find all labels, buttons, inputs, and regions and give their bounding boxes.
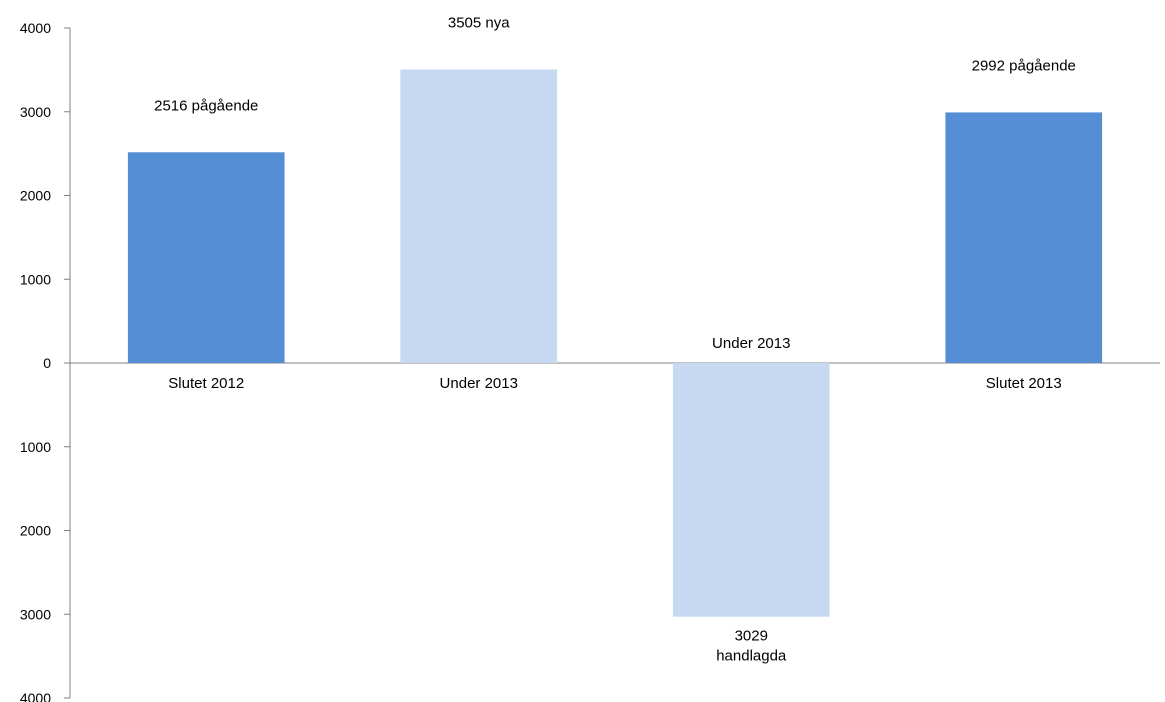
y-tick-label: 4000: [20, 690, 51, 702]
category-label: Under 2013: [712, 335, 790, 352]
bar: [945, 112, 1103, 363]
y-tick-label: 1000: [20, 439, 51, 455]
y-tick-label: 0: [43, 355, 51, 371]
data-label: 3029: [735, 628, 768, 645]
y-tick-label: 2000: [20, 188, 51, 204]
y-tick-label: 4000: [20, 20, 51, 36]
category-label: Slutet 2012: [168, 375, 244, 392]
bar: [127, 152, 285, 363]
category-label: Under 2013: [440, 375, 518, 392]
data-label: 2992 pågående: [972, 57, 1076, 74]
bar: [672, 363, 830, 617]
bar: [400, 69, 558, 364]
data-label: 2516 pågående: [154, 97, 258, 114]
y-tick-label: 3000: [20, 606, 51, 622]
data-label: handlagda: [716, 648, 787, 665]
bars: [127, 69, 1103, 617]
y-tick-label: 1000: [20, 271, 51, 287]
labels: 4000 3000 2000 1000 0 1000 2000 3000 4000 Slutet …: [20, 14, 1076, 702]
data-label: 3505 nya: [448, 14, 510, 31]
y-tick-label: 3000: [20, 104, 51, 120]
y-tick-label: 2000: [20, 523, 51, 539]
category-label: Slutet 2013: [986, 375, 1062, 392]
